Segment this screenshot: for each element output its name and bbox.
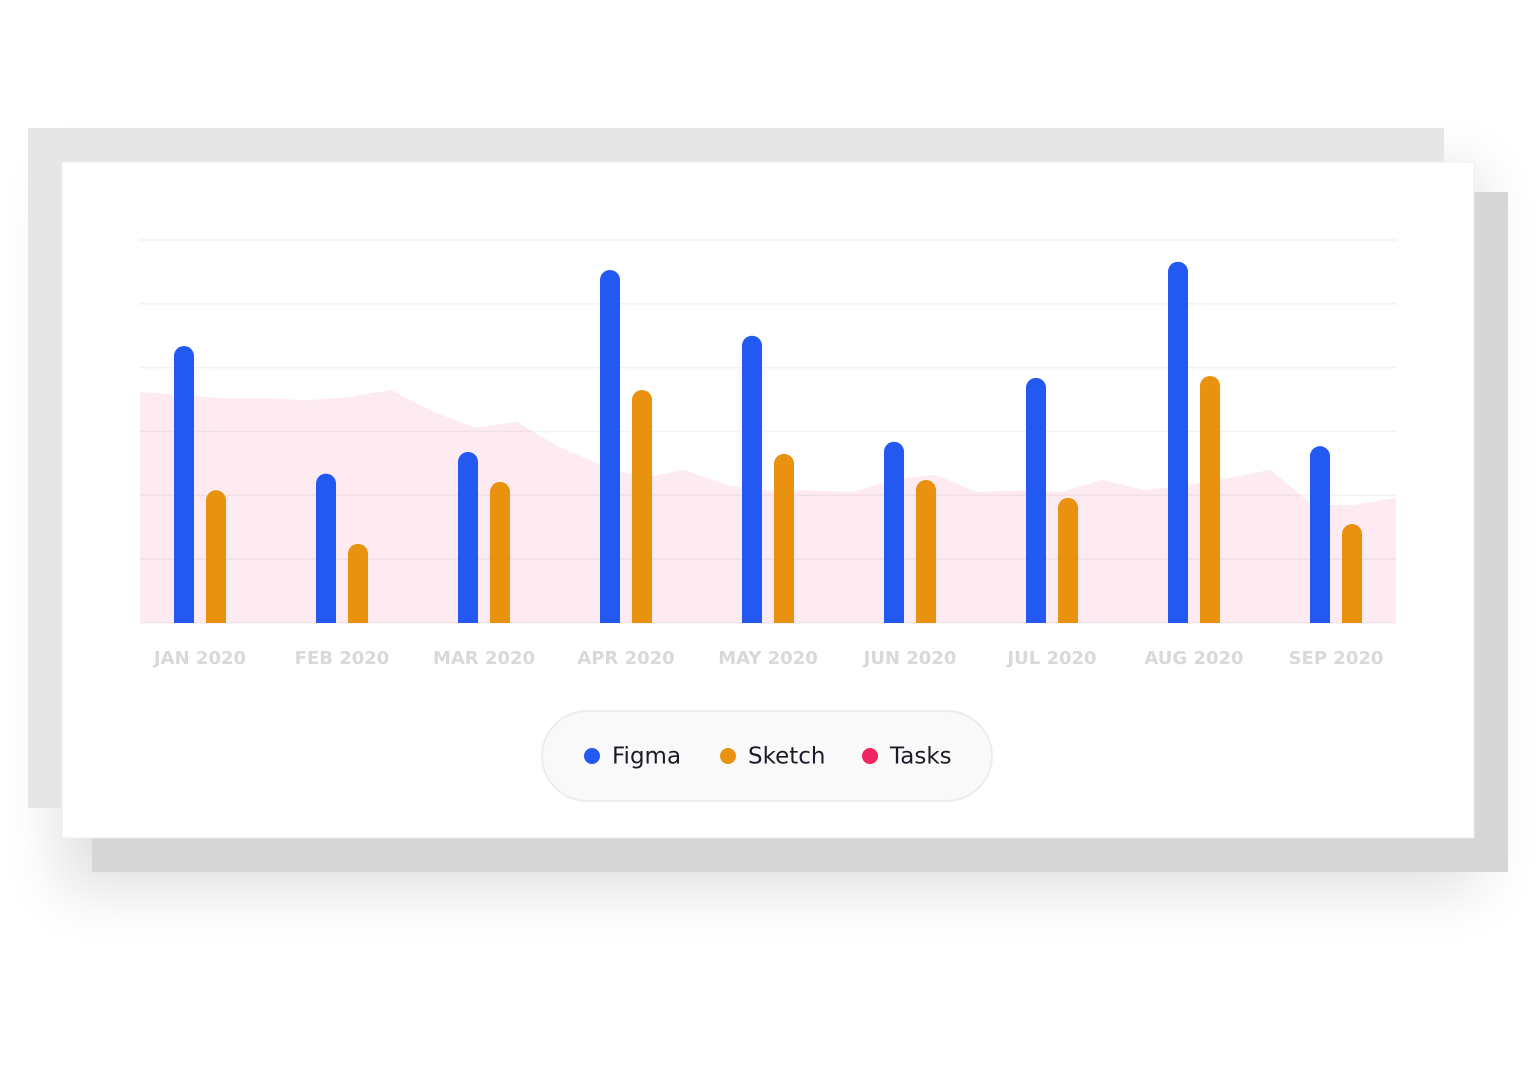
- legend: [541, 710, 993, 802]
- bar: [1310, 446, 1330, 623]
- bar: [174, 345, 194, 623]
- bar: [458, 451, 478, 623]
- bar: [916, 480, 936, 623]
- legend-label: Sketch: [748, 744, 826, 770]
- bar: [1168, 261, 1188, 623]
- area: [140, 390, 1396, 623]
- bar: [774, 453, 794, 623]
- bar: [600, 270, 620, 623]
- bar: [1200, 375, 1220, 623]
- x-tick-label: JUL 2020: [1005, 648, 1096, 669]
- bar: [632, 390, 652, 623]
- bar: [1058, 497, 1078, 623]
- bar: [206, 490, 226, 623]
- x-tick-label: SEP 2020: [1289, 648, 1384, 669]
- legend-items: Figma Sketch Tasks: [584, 744, 952, 770]
- bar: [316, 473, 336, 623]
- bar: [1342, 524, 1362, 623]
- legend-marker: [584, 748, 600, 764]
- x-tick-label: FEB 2020: [295, 648, 390, 669]
- legend-label: Figma: [612, 744, 681, 770]
- x-tick-label: APR 2020: [577, 648, 674, 669]
- x-tick-label: JUN 2020: [862, 648, 957, 669]
- x-tick-label: JAN 2020: [152, 648, 246, 669]
- bar: [884, 441, 904, 623]
- x-tick-label: MAR 2020: [433, 648, 535, 669]
- legend-marker: [862, 748, 878, 764]
- x-tick-label: AUG 2020: [1144, 648, 1243, 669]
- bar: [1026, 377, 1046, 623]
- bar: [348, 543, 368, 623]
- legend-label: Tasks: [889, 744, 952, 770]
- bar: [742, 335, 762, 623]
- bar: [490, 481, 510, 623]
- legend-marker: [720, 748, 736, 764]
- x-tick-label: MAY 2020: [718, 648, 818, 669]
- plot: JAN 2020 FEB 2020 MAR 2020 APR 2020 MAY 2020…: [140, 239, 1396, 669]
